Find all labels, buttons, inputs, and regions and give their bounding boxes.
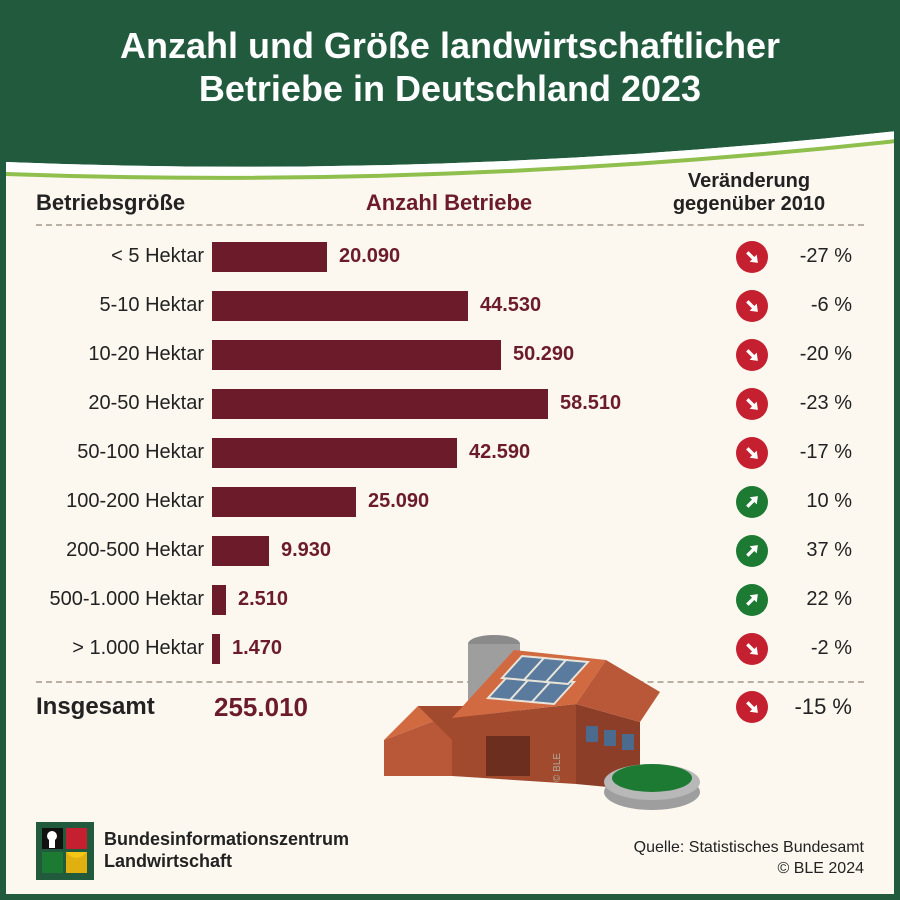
row-bar bbox=[212, 487, 356, 517]
row-label: > 1.000 Hektar bbox=[36, 637, 212, 660]
arrow-up-icon bbox=[736, 535, 768, 567]
divider-bottom bbox=[36, 681, 864, 683]
row-bar-zone: 2.510 bbox=[212, 585, 630, 615]
row-bar bbox=[212, 634, 220, 664]
row-change: 22 % bbox=[630, 584, 864, 616]
bar-row: < 5 Hektar 20.090 -27 % bbox=[36, 232, 864, 281]
svg-text:© BLE: © BLE bbox=[552, 753, 563, 782]
bar-row: > 1.000 Hektar 1.470 -2 % bbox=[36, 624, 864, 673]
row-pct: -6 % bbox=[782, 294, 852, 317]
row-bar-zone: 25.090 bbox=[212, 487, 630, 517]
row-value: 44.530 bbox=[468, 294, 541, 317]
arrow-down-icon bbox=[736, 633, 768, 665]
arrow-down-icon bbox=[736, 241, 768, 273]
row-label: 20-50 Hektar bbox=[36, 392, 212, 415]
row-change: -2 % bbox=[630, 633, 864, 665]
col-size-header: Betriebsgröße bbox=[36, 190, 264, 216]
row-change: -6 % bbox=[630, 290, 864, 322]
row-value: 1.470 bbox=[220, 637, 282, 660]
bar-row: 10-20 Hektar 50.290 -20 % bbox=[36, 330, 864, 379]
arrow-up-icon bbox=[736, 584, 768, 616]
source-attribution: Quelle: Statistisches Bundesamt © BLE 20… bbox=[634, 838, 864, 880]
publisher-name: Bundesinformationszentrum Landwirtschaft bbox=[104, 829, 349, 872]
row-bar bbox=[212, 242, 327, 272]
row-change: -17 % bbox=[630, 437, 864, 469]
row-value: 2.510 bbox=[226, 588, 288, 611]
row-bar bbox=[212, 438, 457, 468]
bar-row: 5-10 Hektar 44.530 -6 % bbox=[36, 281, 864, 330]
row-bar bbox=[212, 291, 468, 321]
row-change: -27 % bbox=[630, 241, 864, 273]
row-bar-zone: 20.090 bbox=[212, 242, 630, 272]
content-area: Betriebsgröße Anzahl Betriebe Veränderun… bbox=[6, 170, 894, 723]
row-label: 200-500 Hektar bbox=[36, 539, 212, 562]
arrow-down-icon bbox=[736, 437, 768, 469]
title-line-1: Anzahl und Größe landwirtschaftlicher bbox=[16, 24, 884, 67]
row-change: -20 % bbox=[630, 339, 864, 371]
row-value: 58.510 bbox=[548, 392, 621, 415]
logo-mark-icon bbox=[36, 822, 94, 880]
divider-top bbox=[36, 224, 864, 226]
row-bar bbox=[212, 536, 269, 566]
row-label: 500-1.000 Hektar bbox=[36, 588, 212, 611]
col-count-header: Anzahl Betriebe bbox=[264, 190, 634, 216]
bar-row: 20-50 Hektar 58.510 -23 % bbox=[36, 379, 864, 428]
total-change: -15 % bbox=[736, 691, 864, 723]
row-bar-zone: 42.590 bbox=[212, 438, 630, 468]
publisher-logo: Bundesinformationszentrum Landwirtschaft bbox=[36, 822, 349, 880]
row-bar-zone: 44.530 bbox=[212, 291, 630, 321]
row-bar-zone: 58.510 bbox=[212, 389, 630, 419]
arrow-up-icon bbox=[736, 486, 768, 518]
row-label: 10-20 Hektar bbox=[36, 343, 212, 366]
row-value: 25.090 bbox=[356, 490, 429, 513]
bar-row: 100-200 Hektar 25.090 10 % bbox=[36, 477, 864, 526]
row-label: < 5 Hektar bbox=[36, 245, 212, 268]
bar-chart-rows: < 5 Hektar 20.090 -27 % 5-10 Hektar 44.530 -6… bbox=[36, 232, 864, 673]
bar-row: 200-500 Hektar 9.930 37 % bbox=[36, 526, 864, 575]
row-value: 20.090 bbox=[327, 245, 400, 268]
row-bar bbox=[212, 585, 226, 615]
row-label: 5-10 Hektar bbox=[36, 294, 212, 317]
total-pct: -15 % bbox=[782, 694, 852, 720]
row-value: 9.930 bbox=[269, 539, 331, 562]
bar-row: 50-100 Hektar 42.590 -17 % bbox=[36, 428, 864, 477]
arrow-down-icon bbox=[736, 339, 768, 371]
row-label: 100-200 Hektar bbox=[36, 490, 212, 513]
row-change: 10 % bbox=[630, 486, 864, 518]
row-pct: -23 % bbox=[782, 392, 852, 415]
row-label: 50-100 Hektar bbox=[36, 441, 212, 464]
title-line-2: Betriebe in Deutschland 2023 bbox=[16, 67, 884, 110]
infographic-frame: Anzahl und Größe landwirtschaftlicher Be… bbox=[0, 0, 900, 900]
row-value: 50.290 bbox=[501, 343, 574, 366]
column-headers: Betriebsgröße Anzahl Betriebe Veränderun… bbox=[36, 170, 864, 216]
row-pct: 22 % bbox=[782, 588, 852, 611]
title-header: Anzahl und Größe landwirtschaftlicher Be… bbox=[6, 6, 894, 130]
row-pct: -17 % bbox=[782, 441, 852, 464]
row-pct: -27 % bbox=[782, 245, 852, 268]
row-bar-zone: 9.930 bbox=[212, 536, 630, 566]
row-pct: 10 % bbox=[782, 490, 852, 513]
row-bar-zone: 50.290 bbox=[212, 340, 630, 370]
row-change: -23 % bbox=[630, 388, 864, 420]
arrow-down-icon bbox=[736, 388, 768, 420]
col-change-header: Veränderung gegenüber 2010 bbox=[634, 170, 864, 216]
footer: Bundesinformationszentrum Landwirtschaft… bbox=[36, 822, 864, 880]
row-bar bbox=[212, 340, 501, 370]
row-pct: -2 % bbox=[782, 637, 852, 660]
total-row: Insgesamt 255.010 -15 % bbox=[36, 691, 864, 723]
row-value: 42.590 bbox=[457, 441, 530, 464]
row-pct: 37 % bbox=[782, 539, 852, 562]
row-pct: -20 % bbox=[782, 343, 852, 366]
bar-row: 500-1.000 Hektar 2.510 22 % bbox=[36, 575, 864, 624]
row-change: 37 % bbox=[630, 535, 864, 567]
total-value: 255.010 bbox=[204, 692, 308, 723]
row-bar bbox=[212, 389, 548, 419]
total-label: Insgesamt bbox=[36, 693, 204, 721]
row-bar-zone: 1.470 bbox=[212, 634, 630, 664]
arrow-down-icon bbox=[736, 290, 768, 322]
total-arrow-icon bbox=[736, 691, 768, 723]
